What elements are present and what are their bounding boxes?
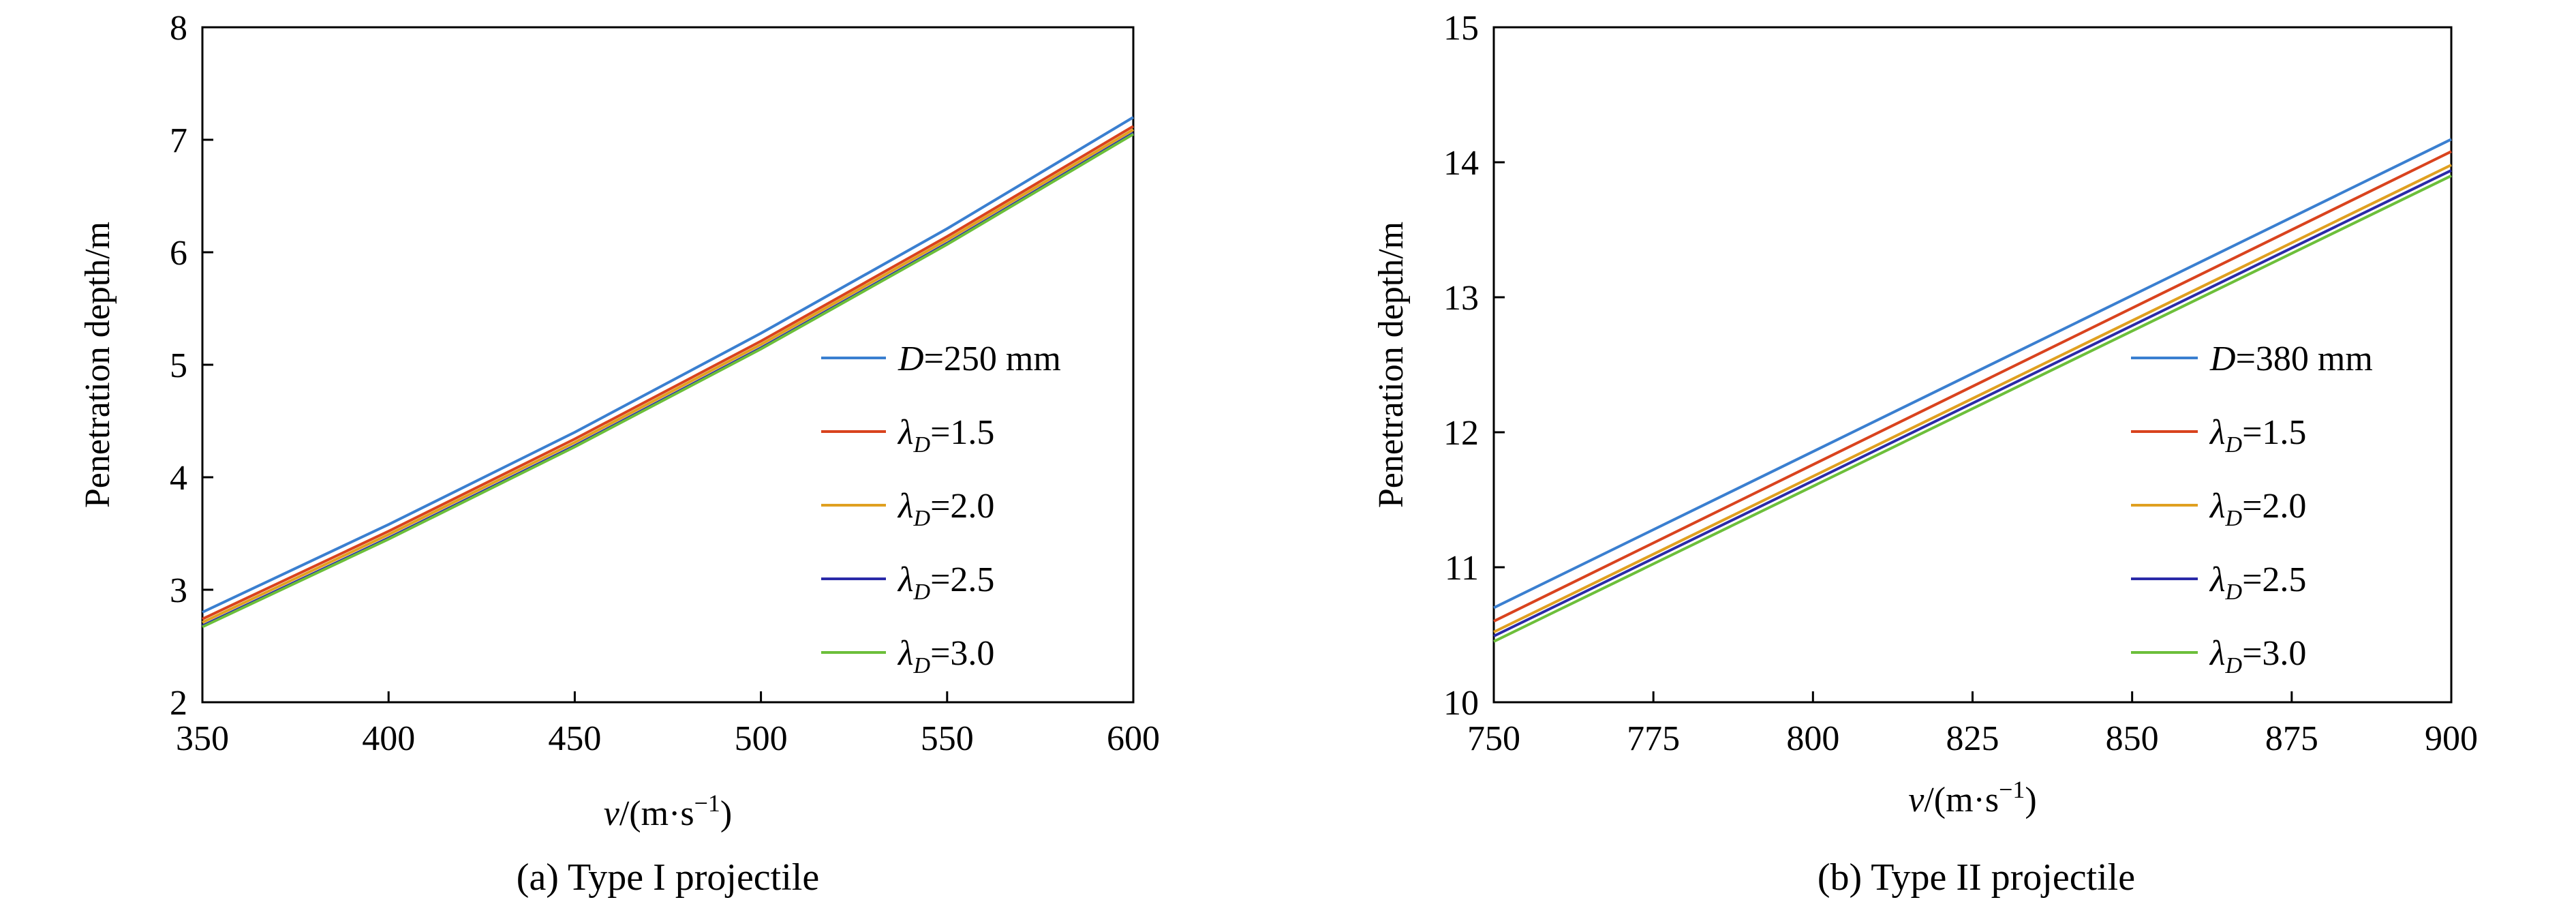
x-axis-title: v/(m·s−1) (1908, 776, 2037, 820)
y-tick-label: 12 (1443, 414, 1479, 453)
series-line-3 (1493, 169, 2452, 637)
legend-label-2: λD=2.0 (897, 487, 994, 531)
legend-label-4: λD=3.0 (2209, 634, 2306, 678)
y-tick-label: 15 (1443, 9, 1479, 48)
x-tick-label: 850 (2106, 719, 2159, 758)
x-tick-label: 400 (362, 719, 415, 758)
legend-label-0: D=380 mm (2209, 340, 2373, 378)
legend-label-4: λD=3.0 (897, 634, 994, 678)
x-tick-label: 875 (2265, 719, 2318, 758)
series-line-1 (202, 125, 1135, 620)
chart-b: 750 775 800 825 850 875 900 10 11 12 13 14 15 Penetra… (1372, 9, 2478, 899)
x-tick-label: 900 (2425, 719, 2478, 758)
x-axis-title: v/(m·s−1) (604, 790, 733, 833)
series-line-2 (202, 128, 1135, 624)
y-tick-label: 6 (170, 234, 187, 273)
series-line-1 (1493, 150, 2452, 622)
x-tick-label: 825 (1946, 719, 1999, 758)
series-line-4 (1493, 175, 2452, 643)
x-tick-label: 800 (1786, 719, 1839, 758)
series-line-0 (1493, 138, 2452, 610)
x-tick-label: 600 (1107, 719, 1160, 758)
x-tick-label: 450 (548, 719, 601, 758)
x-tick-label: 550 (921, 719, 974, 758)
y-axis-title: Penetration depth/m (1372, 222, 1411, 508)
x-tick-label: 350 (176, 719, 229, 758)
series-line-2 (1493, 164, 2452, 633)
legend-label-3: λD=2.5 (897, 560, 994, 605)
x-tick-label: 775 (1627, 719, 1680, 758)
y-tick-label: 5 (170, 346, 187, 385)
y-tick-label: 10 (1443, 684, 1479, 723)
y-tick-label: 7 (170, 121, 187, 160)
figure-caption: (a) Type I projectile (517, 856, 819, 899)
x-tick-label: 500 (735, 719, 788, 758)
chart-a: 350 400 450 500 550 600 2 3 4 5 6 7 8 Penetration dep… (78, 9, 1160, 899)
legend-label-3: λD=2.5 (2209, 560, 2306, 605)
y-tick-label: 2 (170, 684, 187, 723)
y-tick-label: 13 (1443, 279, 1479, 318)
y-tick-label: 11 (1445, 549, 1479, 588)
y-tick-label: 4 (170, 459, 187, 498)
figure-caption: (b) Type II projectile (1818, 856, 2135, 899)
y-tick-label: 14 (1443, 144, 1479, 183)
y-tick-label: 3 (170, 571, 187, 610)
legend-label-1: λD=1.5 (2209, 413, 2306, 457)
legend-label-1: λD=1.5 (897, 413, 994, 457)
y-axis-title: Penetration depth/m (78, 222, 117, 508)
legend-label-2: λD=2.0 (2209, 487, 2306, 531)
series-line-4 (202, 133, 1135, 629)
y-tick-label: 8 (170, 9, 187, 48)
series-line-0 (202, 116, 1135, 614)
legend-label-0: D=250 mm (898, 340, 1061, 378)
x-tick-label: 750 (1467, 719, 1520, 758)
